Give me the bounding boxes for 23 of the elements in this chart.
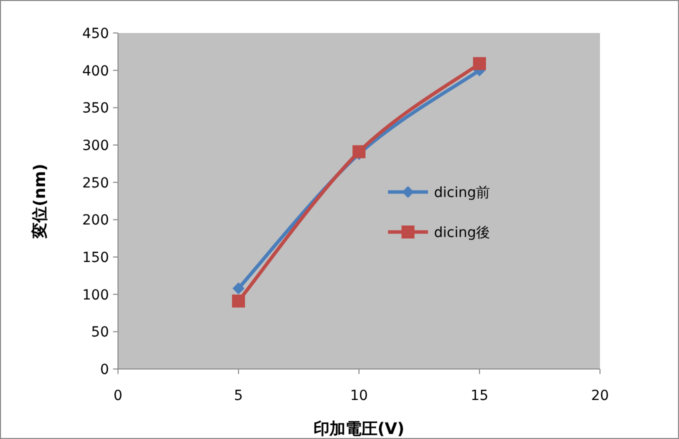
y-tick-label: 450 — [82, 26, 109, 42]
legend-label: dicing後 — [434, 225, 490, 241]
y-tick-label: 300 — [82, 138, 109, 154]
point — [352, 145, 366, 158]
legend-label: dicing前 — [434, 185, 490, 201]
x-tick-label: 5 — [234, 388, 243, 404]
y-tick-label: 150 — [82, 250, 109, 266]
y-tick-label: 200 — [82, 212, 109, 229]
y-tick-label: 350 — [82, 100, 109, 117]
y-axis-title: 変位(nm) — [30, 164, 49, 240]
y-tick-label: 100 — [82, 287, 109, 304]
y-tick-label: 250 — [82, 175, 109, 192]
x-tick-label: 10 — [350, 388, 368, 404]
x-tick-label: 20 — [591, 388, 609, 404]
y-tick-label: 50 — [91, 324, 109, 341]
point — [232, 282, 244, 294]
x-tick-label: 0 — [114, 388, 122, 404]
point — [473, 57, 486, 70]
y-tick-label: 400 — [82, 63, 109, 80]
y-tick-label: 0 — [100, 362, 109, 378]
x-axis-title: 印加電圧(V) — [313, 419, 405, 438]
point — [232, 294, 245, 308]
x-tick-label: 15 — [470, 388, 488, 404]
